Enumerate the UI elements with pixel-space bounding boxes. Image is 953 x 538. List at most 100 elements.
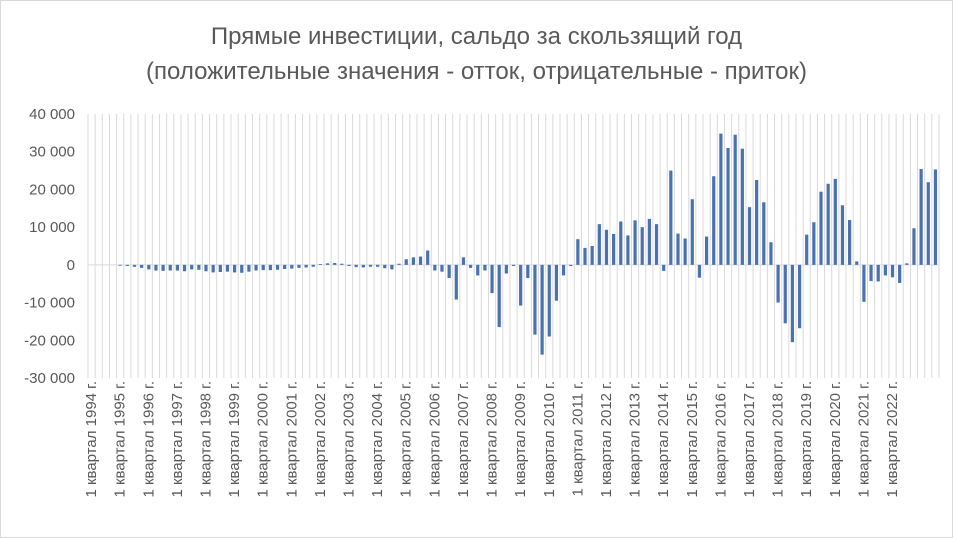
bar xyxy=(347,264,351,266)
bar xyxy=(755,180,759,265)
bar xyxy=(297,264,301,268)
bar xyxy=(776,264,780,303)
bar xyxy=(619,221,623,265)
bar xyxy=(132,264,137,267)
gridlines xyxy=(87,114,940,378)
x-tick-label: 1 квартал 2021 г. xyxy=(855,381,872,498)
x-tick-label: 1 квартал 2011 г. xyxy=(569,381,586,496)
bar xyxy=(118,264,122,266)
bar xyxy=(225,264,230,272)
bar xyxy=(690,199,694,265)
x-tick-label: 1 квартал 2004 г. xyxy=(369,381,386,498)
bar xyxy=(476,264,480,276)
bar xyxy=(504,264,508,274)
bar xyxy=(440,264,444,272)
x-tick-label: 1 квартал 1995 г. xyxy=(112,381,129,498)
bar xyxy=(597,224,601,265)
x-tick-label: 1 квартал 2015 г. xyxy=(684,381,701,498)
bar xyxy=(833,178,837,265)
bar xyxy=(490,264,494,294)
bar xyxy=(175,264,179,271)
bar xyxy=(869,264,873,282)
x-tick-label: 1 квартал 2001 г. xyxy=(283,381,300,498)
bar xyxy=(204,264,208,272)
bar xyxy=(662,264,666,271)
y-tick-label: -30 000 xyxy=(24,370,75,387)
bar xyxy=(783,264,787,324)
bar xyxy=(232,264,237,273)
bar xyxy=(740,148,744,265)
x-tick-label: 1 квартал 2022 г. xyxy=(884,381,901,498)
chart-title: Прямые инвестиции, сальдо за скользящий … xyxy=(210,23,743,50)
bar xyxy=(511,264,516,266)
bar xyxy=(797,264,802,329)
bar xyxy=(876,264,880,282)
bar xyxy=(483,264,487,271)
bar xyxy=(697,264,702,278)
bar xyxy=(261,264,265,271)
bar xyxy=(855,261,859,265)
x-tick-label: 1 квартал 2010 г. xyxy=(541,381,558,498)
bar xyxy=(790,264,795,343)
bar xyxy=(898,264,902,283)
bar xyxy=(368,264,373,267)
x-tick-label: 1 квартал 2020 г. xyxy=(827,381,844,498)
x-tick-label: 1 квартал 2000 г. xyxy=(255,381,272,498)
bar xyxy=(840,205,845,265)
bar xyxy=(812,222,816,265)
bar xyxy=(912,228,916,265)
bar xyxy=(211,264,215,273)
bar xyxy=(147,264,151,270)
bar xyxy=(719,133,723,265)
y-tick-label: -10 000 xyxy=(24,295,75,312)
bar xyxy=(161,264,165,271)
bar xyxy=(361,264,365,268)
bar xyxy=(633,220,637,265)
bar xyxy=(862,264,866,302)
x-tick-label: 1 квартал 2012 г. xyxy=(598,381,615,498)
bar xyxy=(747,207,752,265)
bar xyxy=(590,246,594,265)
bar xyxy=(268,264,272,271)
bar xyxy=(762,202,766,265)
y-tick-label: -20 000 xyxy=(24,332,75,349)
bar xyxy=(519,264,523,306)
bar xyxy=(433,264,437,271)
bar xyxy=(540,264,544,355)
x-tick-label: 1 квартал 2019 г. xyxy=(798,381,815,498)
x-tick-label: 1 квартал 2008 г. xyxy=(484,381,501,498)
bar xyxy=(933,169,938,265)
bar xyxy=(333,262,337,265)
x-tick-label: 1 квартал 1994 г. xyxy=(83,381,100,498)
bar xyxy=(533,264,537,335)
bar xyxy=(404,259,408,265)
x-tick-label: 1 квартал 1998 г. xyxy=(198,381,215,498)
bar xyxy=(826,183,830,265)
bar xyxy=(769,242,773,265)
bar xyxy=(883,264,887,276)
bar xyxy=(154,264,158,271)
chart-subtitle: (положительные значения - отток, отрицат… xyxy=(146,58,807,85)
bar xyxy=(461,257,466,265)
x-tick-label: 1 квартал 2005 г. xyxy=(398,381,415,498)
x-tick-label: 1 квартал 2014 г. xyxy=(655,381,672,498)
bar xyxy=(733,134,737,265)
bar xyxy=(140,264,144,268)
x-tick-label: 1 квартал 2016 г. xyxy=(712,381,729,498)
bar xyxy=(125,264,129,266)
bar xyxy=(547,264,551,337)
bar xyxy=(354,264,358,268)
x-tick-label: 1 квартал 1997 г. xyxy=(169,381,186,498)
y-axis-ticks: -30 000 -20 000 -10 000 0 10 000 20 000 30 000… xyxy=(24,106,75,387)
x-tick-label: 1 квартал 2013 г. xyxy=(627,381,644,498)
bar xyxy=(890,264,895,278)
x-tick-label: 1 квартал 2018 г. xyxy=(770,381,787,498)
bar xyxy=(182,264,187,272)
bar xyxy=(848,219,852,265)
y-tick-label: 30 000 xyxy=(29,144,75,161)
bar xyxy=(640,227,644,265)
bar xyxy=(340,263,344,265)
chart-title-block: Прямые инвестиции, сальдо за скользящий … xyxy=(1,19,952,89)
bar xyxy=(376,264,380,267)
